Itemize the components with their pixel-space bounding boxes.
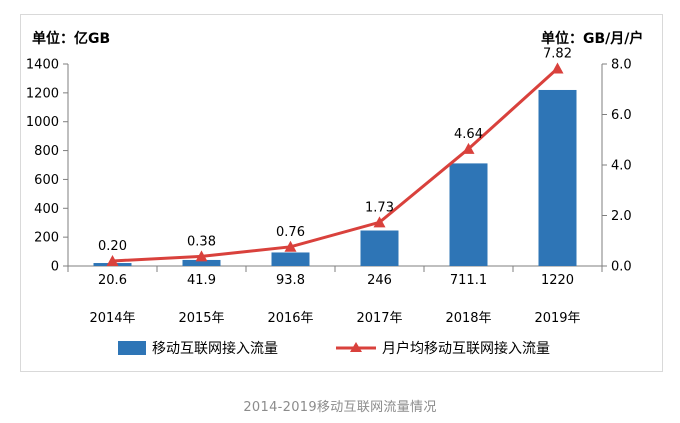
line-value-label: 4.64 xyxy=(454,127,483,142)
right-tick-label: 4.0 xyxy=(611,159,632,174)
bar xyxy=(538,89,577,266)
left-tick-label: 400 xyxy=(34,202,59,217)
legend-bar-label: 移动互联网接入流量 xyxy=(152,341,278,357)
left-tick-label: 1200 xyxy=(26,86,59,101)
left-tick-label: 1000 xyxy=(26,115,59,130)
right-axis-unit-label: 单位：GB/月/户 xyxy=(541,31,644,47)
left-tick-label: 600 xyxy=(34,173,59,188)
line-marker xyxy=(462,142,475,154)
right-tick-label: 8.0 xyxy=(611,58,632,73)
legend-item-bar: 移动互联网接入流量 xyxy=(118,338,278,358)
right-tick-label: 0.0 xyxy=(611,260,632,275)
bar-value-label: 1220 xyxy=(541,273,574,288)
line-series xyxy=(112,67,559,263)
bar-value-label: 20.6 xyxy=(98,273,127,288)
chart-legend: 移动互联网接入流量 月户均移动互联网接入流量 xyxy=(118,338,608,358)
x-tick-label: 2014年 xyxy=(89,311,135,326)
line-value-label: 0.20 xyxy=(98,239,127,254)
line-value-label: 7.82 xyxy=(543,47,572,62)
x-tick-label: 2016年 xyxy=(267,311,313,326)
line-marker xyxy=(106,254,119,266)
bar xyxy=(182,259,221,266)
legend-line-label: 月户均移动互联网接入流量 xyxy=(382,341,550,357)
left-tick-label: 0 xyxy=(51,260,59,275)
left-tick-label: 200 xyxy=(34,231,59,246)
bar-value-label: 711.1 xyxy=(450,273,487,288)
line-marker xyxy=(551,62,564,74)
left-tick-label: 1400 xyxy=(26,58,59,73)
line-value-label: 0.38 xyxy=(187,234,216,249)
legend-line-swatch xyxy=(336,342,376,352)
line-value-label: 0.76 xyxy=(276,225,305,240)
bar-value-label: 246 xyxy=(367,273,392,288)
left-axis-unit-label: 单位：亿GB xyxy=(32,31,111,47)
legend-item-line: 月户均移动互联网接入流量 xyxy=(336,338,550,358)
legend-bar-swatch xyxy=(118,341,146,355)
bar xyxy=(360,230,399,266)
x-tick-label: 2018年 xyxy=(445,311,491,326)
bar xyxy=(271,252,310,266)
x-tick-label: 2015年 xyxy=(178,311,224,326)
bar xyxy=(449,163,488,266)
bar-value-label: 41.9 xyxy=(187,273,216,288)
line-marker xyxy=(284,240,297,252)
line-marker xyxy=(195,250,208,262)
left-tick-label: 800 xyxy=(34,144,59,159)
x-tick-label: 2017年 xyxy=(356,311,402,326)
line-value-label: 1.73 xyxy=(365,200,394,215)
right-tick-label: 6.0 xyxy=(611,108,632,123)
line-marker xyxy=(373,216,386,228)
bar-value-label: 93.8 xyxy=(276,273,305,288)
figure-caption: 2014-2019移动互联网流量情况 xyxy=(243,400,437,415)
right-tick-label: 2.0 xyxy=(611,209,632,224)
x-tick-label: 2019年 xyxy=(534,311,580,326)
